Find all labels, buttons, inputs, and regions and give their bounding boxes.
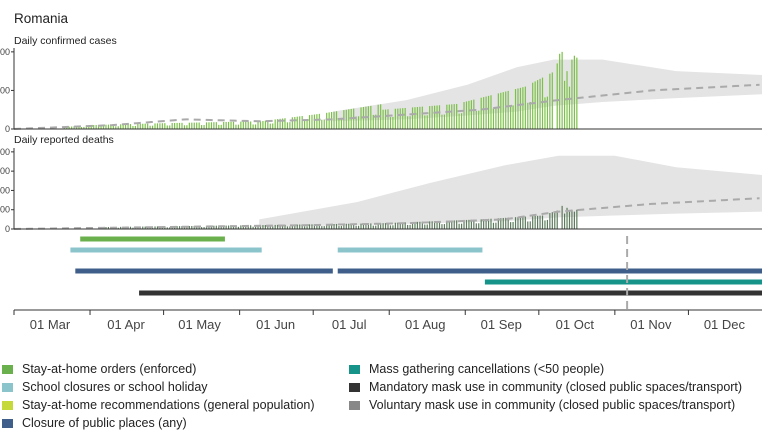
legend-item: School closures or school holiday: [2, 380, 208, 394]
legend-item: Stay-at-home recommendations (general po…: [2, 398, 315, 412]
deaths-panel-title: Daily reported deaths: [14, 134, 114, 146]
timeline-x-ticks: 01 Mar 01 Apr 01 May 01 Jun 01 Jul 01 Aug 01 S…: [13, 310, 746, 332]
cases-trend-group: [13, 83, 760, 130]
legend-item: Closure of public places (any): [2, 416, 187, 430]
legend-swatch: [2, 400, 13, 410]
legend-swatch: [2, 364, 13, 374]
cases-y-ticks: 0 200 400: [0, 47, 14, 134]
legend-swatch: [349, 400, 360, 410]
cases-y-tick-label: 200: [0, 85, 10, 95]
legend-swatch: [2, 382, 13, 392]
intervention-bar: [337, 268, 762, 274]
legend-swatch: [2, 418, 13, 428]
legend-label: Voluntary mask use in community (closed …: [369, 398, 736, 412]
legend-swatch: [349, 364, 360, 374]
deaths-y-tick-label: 300: [0, 166, 10, 176]
deaths-y-tick-label: 0: [5, 224, 10, 234]
x-tick-label: 01 Jun: [256, 317, 295, 332]
interventions-timeline: 01 Mar 01 Apr 01 May 01 Jun 01 Jul 01 Aug 01 S…: [13, 236, 762, 332]
legend-label: Mass gathering cancellations (<50 people…: [369, 362, 605, 376]
deaths-y-tick-label: 100: [0, 205, 10, 215]
intervention-bar: [75, 268, 333, 274]
deaths-uncertainty-band: [259, 155, 762, 228]
deaths-trend-line: [13, 197, 760, 230]
x-tick-label: 01 Mar: [30, 317, 71, 332]
x-tick-label: 01 May: [178, 317, 221, 332]
deaths-panel: Daily reported deaths 0 100 200 300 400: [0, 134, 762, 234]
legend-item: Stay-at-home orders (enforced): [2, 362, 196, 376]
cases-uncertainty-band-group: [332, 59, 762, 122]
legend-label: Stay-at-home recommendations (general po…: [22, 398, 315, 412]
legend-label: Stay-at-home orders (enforced): [22, 362, 197, 376]
legend-label: Mandatory mask use in community (closed …: [369, 380, 743, 394]
legend-item: Mass gathering cancellations (<50 people…: [349, 362, 604, 376]
deaths-trend-group: [13, 197, 760, 230]
x-tick-label: 01 Apr: [107, 317, 145, 332]
cases-panel: Daily confirmed cases 0 200 400: [0, 35, 762, 134]
cases-y-tick-label: 400: [0, 47, 10, 57]
cases-y-tick-label: 0: [5, 124, 10, 134]
x-tick-label: 01 Nov: [630, 317, 672, 332]
intervention-bars-group: [70, 236, 762, 296]
legend-swatch: [349, 382, 360, 392]
cases-trend-line: [13, 83, 760, 130]
cases-bars-group: [63, 51, 578, 129]
x-tick-label: 01 Sep: [481, 317, 522, 332]
deaths-y-tick-label: 400: [0, 147, 10, 157]
cases-panel-title: Daily confirmed cases: [14, 35, 117, 47]
cases-uncertainty-band: [332, 59, 762, 122]
deaths-y-tick-label: 200: [0, 185, 10, 195]
x-tick-label: 01 Oct: [556, 317, 595, 332]
deaths-uncertainty-band-group: [259, 155, 762, 228]
legend-item: Voluntary mask use in community (closed …: [349, 398, 735, 412]
legend-label: School closures or school holiday: [22, 380, 208, 394]
x-tick-label: 01 Dec: [704, 317, 746, 332]
intervention-bar: [139, 290, 762, 296]
chart-title: Romania: [14, 11, 69, 26]
legend-item: Mandatory mask use in community (closed …: [349, 380, 742, 394]
intervention-bar: [337, 247, 483, 253]
legend-label: Closure of public places (any): [22, 416, 187, 430]
intervention-bar: [484, 279, 762, 285]
intervention-bar: [70, 247, 262, 253]
x-tick-label: 01 Jul: [332, 317, 367, 332]
deaths-y-ticks: 0 100 200 300 400: [0, 147, 14, 234]
x-tick-label: 01 Aug: [405, 317, 446, 332]
intervention-bar: [80, 236, 225, 242]
